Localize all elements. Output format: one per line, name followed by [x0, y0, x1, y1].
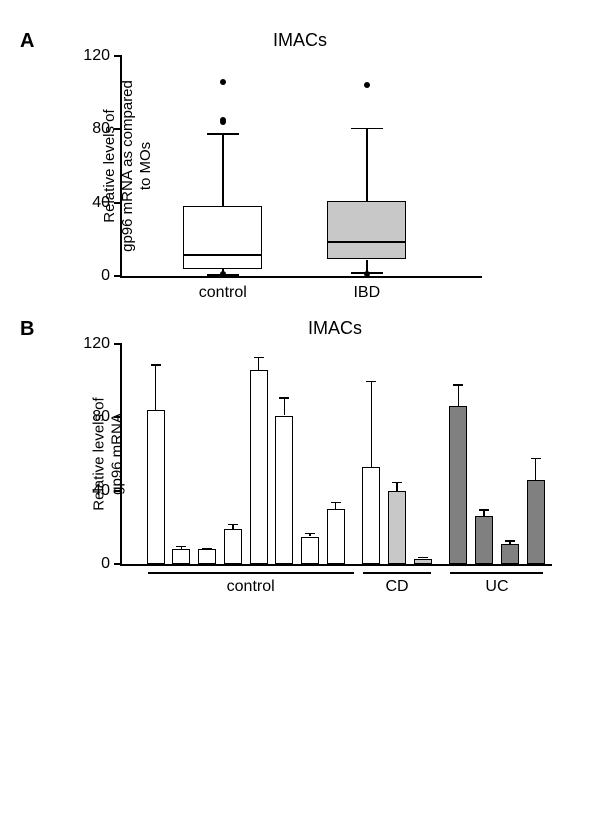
ytick-label: 120	[83, 47, 110, 65]
bar	[527, 480, 545, 564]
error-bar	[258, 357, 260, 370]
error-bar	[371, 381, 373, 467]
chart-a-title: IMACs	[120, 30, 480, 51]
boxplot-box	[327, 201, 406, 260]
bar	[362, 467, 380, 564]
group-line	[148, 572, 354, 574]
error-cap	[366, 381, 376, 383]
y-axis-label: Relative levels of gp96 mRNA	[91, 397, 127, 510]
panel-a-label: A	[20, 30, 34, 53]
whisker	[222, 133, 224, 206]
ytick	[114, 55, 122, 57]
error-cap	[176, 546, 186, 548]
xtick-label: control	[199, 284, 247, 302]
outlier	[364, 82, 370, 88]
plot-b: 04080120Relative levels of gp96 mRNAcont…	[120, 344, 552, 566]
bar	[275, 416, 293, 565]
ytick	[114, 343, 122, 345]
group-label: CD	[385, 578, 408, 596]
outlier	[220, 271, 226, 277]
bar	[172, 549, 190, 564]
error-bar	[458, 384, 460, 406]
xtick-label: IBD	[353, 284, 380, 302]
bar	[327, 509, 345, 564]
y-axis-label: Relative levels of gp96 mRNA as compared…	[101, 80, 155, 252]
outlier	[220, 79, 226, 85]
error-cap	[531, 458, 541, 460]
bar	[388, 491, 406, 564]
whisker-cap	[207, 133, 239, 135]
ytick-label: 0	[101, 555, 110, 573]
boxplot-median	[183, 254, 262, 256]
bar	[250, 370, 268, 564]
ytick	[114, 563, 122, 565]
chart-a: IMACs 04080120Relative levels of gp96 mR…	[120, 30, 589, 278]
bar	[198, 549, 216, 564]
outlier	[364, 271, 370, 277]
bar	[475, 516, 493, 564]
bar	[414, 559, 432, 565]
panel-b-label: B	[20, 318, 34, 341]
ytick-label: 120	[83, 335, 110, 353]
whisker	[366, 128, 368, 201]
error-cap	[228, 524, 238, 526]
error-cap	[331, 502, 341, 504]
error-bar	[155, 364, 157, 410]
ytick	[114, 275, 122, 277]
error-cap	[418, 557, 428, 559]
plot-a: 04080120Relative levels of gp96 mRNA as …	[120, 56, 482, 278]
error-cap	[202, 548, 212, 550]
error-cap	[305, 533, 315, 535]
whisker-cap	[351, 128, 383, 130]
boxplot-box	[183, 206, 262, 268]
chart-b: IMACs 04080120Relative levels of gp96 mR…	[120, 318, 589, 566]
error-bar	[284, 397, 286, 415]
error-cap	[453, 384, 463, 386]
error-bar	[535, 458, 537, 480]
group-label: control	[227, 578, 275, 596]
group-line	[450, 572, 543, 574]
bar	[449, 406, 467, 564]
boxplot-median	[327, 241, 406, 243]
error-cap	[479, 509, 489, 511]
panel-a: A IMACs 04080120Relative levels of gp96 …	[20, 30, 589, 278]
chart-b-title: IMACs	[120, 318, 550, 339]
error-cap	[392, 482, 402, 484]
bar	[224, 529, 242, 564]
bar	[501, 544, 519, 564]
group-label: UC	[485, 578, 508, 596]
error-cap	[254, 357, 264, 359]
outlier	[220, 117, 226, 123]
bar	[147, 410, 165, 564]
error-cap	[151, 364, 161, 366]
ytick-label: 0	[101, 267, 110, 285]
group-line	[363, 572, 430, 574]
panel-b: B IMACs 04080120Relative levels of gp96 …	[20, 318, 589, 566]
bar	[301, 537, 319, 565]
error-cap	[279, 397, 289, 399]
error-cap	[505, 540, 515, 542]
